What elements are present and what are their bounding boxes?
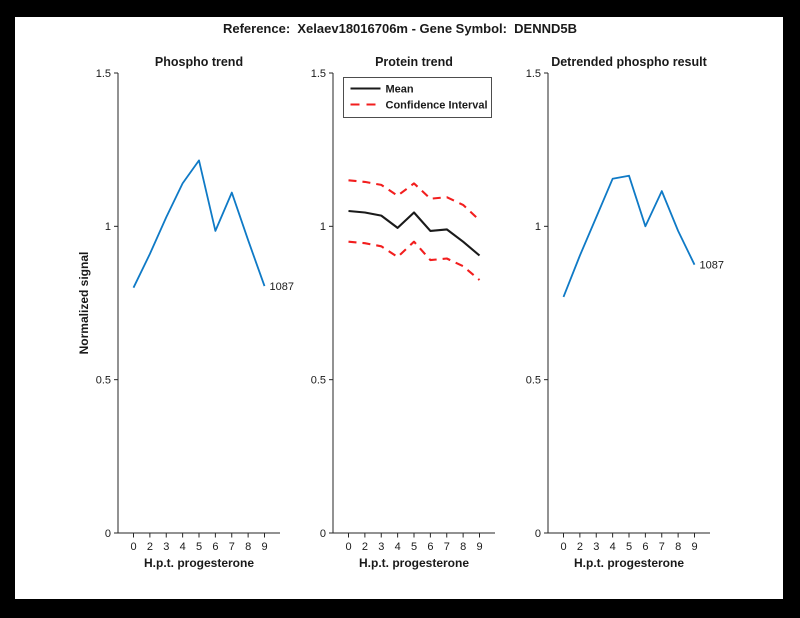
x-tick-label: 0 (560, 541, 566, 553)
x-tick-label: 2 (362, 541, 368, 553)
legend-item-label: Mean (386, 83, 414, 95)
legend-box (343, 77, 492, 118)
x-tick-label: 4 (610, 541, 616, 553)
series-line-detrended-phospho-signal (562, 174, 696, 298)
x-tick-label: 5 (411, 541, 417, 553)
x-tick-label: 7 (444, 541, 450, 553)
legend-item-label: Confidence Interval (386, 99, 488, 111)
x-axis-label: H.p.t. progesterone (359, 556, 469, 570)
x-tick-label: 8 (675, 541, 681, 553)
legend: Mean Confidence Interval (343, 77, 492, 118)
y-tick-label: 1 (320, 221, 326, 233)
x-tick-label: 3 (163, 541, 169, 553)
subplot-title: Detrended phospho result (551, 55, 707, 69)
y-tick-label: 0.5 (526, 375, 541, 387)
y-tick-label: 1 (105, 221, 111, 233)
x-tick-label: 2 (147, 541, 153, 553)
x-tick-label: 8 (245, 541, 251, 553)
series-end-label: 1087 (270, 281, 294, 293)
x-tick-label: 2 (577, 541, 583, 553)
x-tick-label: 9 (691, 541, 697, 553)
y-tick-label: 1.5 (311, 68, 326, 80)
y-tick-label: 0.5 (96, 375, 111, 387)
x-tick-label: 0 (130, 541, 136, 553)
subplot-title: Phospho trend (155, 55, 243, 69)
series-line-phospho-signal (132, 159, 266, 289)
x-tick-label: 9 (261, 541, 267, 553)
figure-title: Reference: Xelaev18016706m - Gene Symbol… (223, 21, 577, 36)
y-tick-label: 1 (535, 221, 541, 233)
x-tick-label: 0 (345, 541, 351, 553)
x-tick-label: 4 (395, 541, 401, 553)
x-tick-label: 6 (427, 541, 433, 553)
x-tick-label: 7 (229, 541, 235, 553)
x-tick-label: 3 (593, 541, 599, 553)
subplot-title: Protein trend (375, 55, 453, 69)
y-tick-label: 0.5 (311, 375, 326, 387)
y-tick-label: 0 (105, 528, 111, 540)
x-tick-label: 3 (378, 541, 384, 553)
x-tick-label: 9 (476, 541, 482, 553)
y-axis-label: Normalized signal (77, 252, 91, 355)
y-tick-label: 0 (320, 528, 326, 540)
x-tick-label: 6 (642, 541, 648, 553)
x-tick-label: 7 (659, 541, 665, 553)
series-line-confidence-interval-upper (348, 179, 481, 221)
y-tick-label: 1.5 (526, 68, 541, 80)
x-tick-label: 4 (180, 541, 186, 553)
y-tick-label: 1.5 (96, 68, 111, 80)
x-tick-label: 5 (626, 541, 632, 553)
x-tick-label: 8 (460, 541, 466, 553)
x-axis-label: H.p.t. progesterone (574, 556, 684, 570)
y-tick-label: 0 (535, 528, 541, 540)
series-end-label: 1087 (700, 260, 724, 272)
x-tick-label: 5 (196, 541, 202, 553)
series-line-mean (348, 209, 481, 257)
series-line-confidence-interval-lower (348, 240, 481, 281)
x-tick-label: 6 (212, 541, 218, 553)
x-axis-label: H.p.t. progesterone (144, 556, 254, 570)
